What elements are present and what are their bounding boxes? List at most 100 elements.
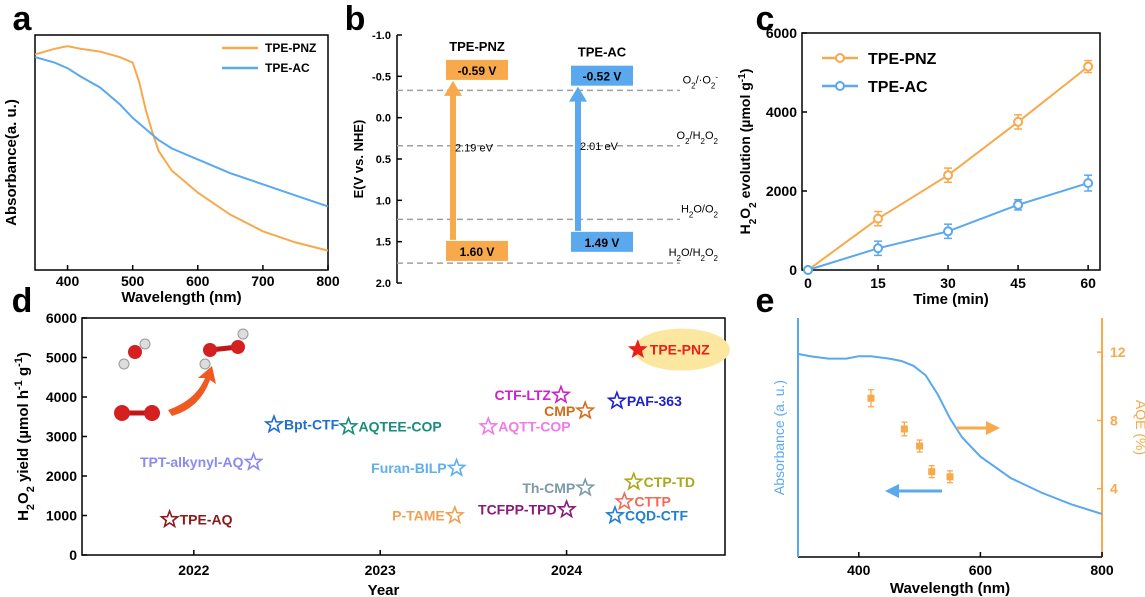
y-axis-title-d-part: 2	[25, 486, 37, 492]
data-point-tpe-pnz	[873, 213, 884, 224]
y-axis-title-d-part: yield (µmol h	[15, 390, 32, 486]
cb-box-tpe-ac	[571, 65, 633, 86]
hydrogen-atom-icon	[139, 338, 151, 350]
legend-marker-tpe-ac	[835, 81, 845, 91]
vb-label-tpe-pnz: 1.60 V	[460, 245, 495, 259]
y-tick-label-d: 3000	[46, 429, 77, 445]
y-axis-title-d-part: H	[15, 510, 32, 521]
reference-label-part: 2	[685, 136, 690, 145]
x-tick-label-e: 600	[969, 562, 993, 578]
y-tick-label-b: 1.0	[376, 195, 391, 207]
data-label-tpe-aq: TPE-AQ	[180, 511, 233, 527]
cb-label-tpe-ac: -0.52 V	[583, 70, 622, 84]
reference-label-part: -	[715, 72, 718, 81]
y-tick-label-b: -0.5	[372, 71, 391, 83]
data-star-cqd-ctf	[604, 504, 626, 525]
panel-label-b: b	[345, 0, 366, 38]
reference-label-part: O	[677, 130, 686, 142]
cb-label-tpe-pnz: -0.59 V	[458, 64, 497, 78]
reference-label-part: 2	[714, 210, 719, 219]
y-tick-label-d: 4000	[46, 389, 77, 405]
plot-frame-c	[801, 32, 1101, 271]
x-tick-label-c: 45	[1010, 275, 1026, 291]
y-tick-label-d: 1000	[46, 508, 77, 524]
x-tick-label-d: 2024	[551, 562, 582, 578]
y-axis-title-a: Absorbance(a. u.)	[3, 99, 20, 226]
reference-label-part: 2	[677, 254, 682, 263]
panel-label-e: e	[756, 282, 775, 320]
data-star-cttp	[614, 490, 635, 511]
vb-label-tpe-ac: 1.49 V	[585, 236, 620, 250]
panel-b: b -1.0-0.50.00.51.01.52.0E(V vs. NHE)O2/·…	[345, 0, 719, 290]
series-line-tpe-ac	[34, 56, 329, 208]
reference-label-part: O	[683, 74, 692, 86]
material-name-tpe-ac: TPE-AC	[578, 45, 627, 60]
plot-frame-a	[34, 34, 329, 271]
material-name-tpe-pnz: TPE-PNZ	[449, 39, 505, 54]
x-tick-label-c: 15	[870, 275, 886, 291]
x-tick-label-a: 800	[316, 273, 340, 289]
data-label-tpt-alkynyl-aq: TPT-alkynyl-AQ	[140, 454, 244, 470]
y-tick-label-b: -1.0	[372, 30, 391, 42]
reference-label-part: /H	[690, 130, 701, 142]
x-tick-label-d: 2023	[365, 562, 396, 578]
vb-box-tpe-ac	[571, 231, 633, 252]
data-label-tcfpp-tpd: TCFPP-TPD	[478, 502, 557, 518]
data-star-aqtee-cop	[338, 415, 359, 436]
y-axis-title-d-part: -1	[13, 357, 25, 367]
data-star-aqtt-cop	[478, 415, 499, 436]
y-axis-title-d-part: 2	[25, 504, 37, 510]
y-tick-label-b: 0.0	[376, 113, 391, 125]
reference-label-part: O/O	[693, 203, 714, 215]
data-star-paf-363	[606, 390, 628, 410]
panel-label-c: c	[756, 0, 775, 38]
data-point-tpe-ac	[803, 265, 813, 275]
reaction-arrow-icon	[168, 366, 216, 416]
panel-e: e 400 600 800 4 8 12 Wavelength (nm) Absorbance …	[756, 282, 1145, 597]
data-star-ctp-td	[623, 471, 644, 491]
series-line-tpe-pnz	[34, 45, 329, 252]
oxygen-atom-icon	[128, 345, 142, 359]
data-star-bpt-ctf	[263, 413, 285, 434]
arrow-head-tpe-ac	[569, 86, 587, 102]
reference-label: O2/·O2-	[683, 72, 719, 90]
x-axis-title-c: Time (min)	[913, 291, 989, 308]
absorbance-line	[797, 352, 1103, 515]
data-star-ctf-ltz	[550, 384, 572, 404]
y-axis-title-b: E(V vs. NHE)	[351, 120, 366, 199]
panel-d: d 2022 2023 2024 0 1000 2000 3000 4000 5000 6000 Ye…	[12, 282, 730, 597]
cb-box-tpe-pnz	[446, 59, 508, 80]
hydrogen-atom-icon	[199, 358, 211, 370]
y-axis-title-c-part: )	[737, 69, 753, 74]
y-axis-title-d-part: g	[15, 367, 32, 380]
x-tick-label-e: 400	[847, 562, 871, 578]
panel-a: a 400 500 600 700 800 Wavelength (nm) Absorbanc…	[3, 0, 340, 306]
data-point-tpe-ac	[1083, 178, 1094, 189]
x-tick-label-a: 700	[251, 273, 275, 289]
y-tick-label-d: 2000	[46, 468, 77, 484]
y-axis-title-d-part: )	[15, 352, 32, 357]
gap-label-tpe-pnz: 2.19 eV	[455, 142, 494, 154]
reference-label-part: 2	[691, 81, 696, 90]
oxygen-atom-icon	[114, 405, 130, 421]
reference-label-part: 2	[701, 136, 706, 145]
data-label-furan-bilp: Furan-BILP	[371, 460, 446, 476]
y-axis-title-c-part: 2	[748, 202, 759, 208]
aqe-point	[916, 442, 924, 450]
y-tick-label-b: 1.5	[376, 237, 391, 249]
x-tick-label-c: 30	[940, 275, 956, 291]
y2-tick-label-e: 8	[1110, 412, 1118, 428]
y-tick-label-c: 2000	[766, 183, 797, 199]
reference-label-part: 2	[701, 254, 706, 263]
legend-marker-tpe-pnz	[835, 53, 845, 63]
data-point-tpe-pnz	[1083, 61, 1094, 72]
hydrogen-atom-icon	[118, 358, 130, 370]
data-star-tcfpp-tpd	[556, 498, 577, 519]
gap-label-tpe-ac: 2.01 eV	[580, 141, 619, 153]
data-point-tpe-pnz	[943, 170, 954, 181]
x-tick-label-d: 2022	[178, 562, 209, 578]
x-axis-title-d: Year	[368, 582, 400, 597]
data-star-furan-bilp	[446, 457, 467, 477]
